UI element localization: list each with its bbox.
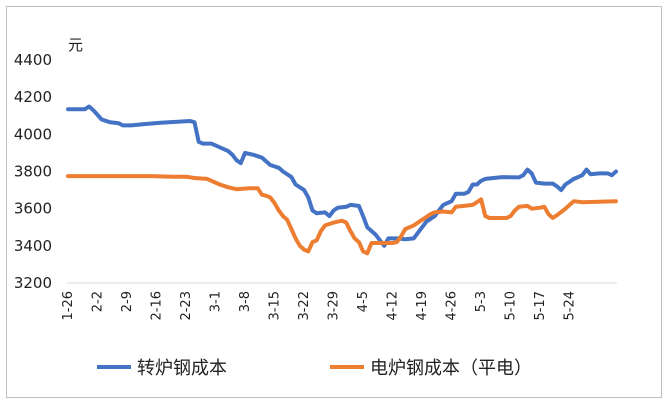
x-tick-label: 5-10 <box>504 291 519 321</box>
x-tick-label: 2-16 <box>150 291 165 321</box>
x-tick-label: 4-26 <box>445 291 460 321</box>
y-tick-label: 4000 <box>14 125 52 143</box>
y-axis: 3200 3400 3600 3800 4000 4200 4400 <box>14 51 52 292</box>
series-line-2 <box>66 174 618 256</box>
x-tick-label: 3-22 <box>297 291 312 321</box>
y-tick-label: 3600 <box>14 200 52 218</box>
y-tick-label: 3200 <box>14 274 52 292</box>
x-tick-label: 4-5 <box>356 291 371 312</box>
y-tick-label: 3400 <box>14 237 52 255</box>
x-tick-label: 1-26 <box>61 291 76 321</box>
x-tick-label: 5-3 <box>474 291 489 312</box>
x-tick-label: 2-9 <box>120 291 135 312</box>
y-axis-unit: 元 <box>68 36 83 54</box>
y-tick-label: 4400 <box>14 51 52 69</box>
x-tick-label: 4-12 <box>386 291 401 321</box>
x-tick-label: 4-19 <box>415 291 430 321</box>
y-tick-label: 4200 <box>14 88 52 106</box>
x-tick-label: 2-23 <box>179 291 194 321</box>
legend-label-1: 转炉钢成本 <box>137 358 227 379</box>
x-tick-label: 3-29 <box>327 291 342 321</box>
series-line-1 <box>66 104 618 248</box>
x-tick-label: 3-8 <box>238 291 253 312</box>
x-tick-label: 3-1 <box>209 291 224 312</box>
x-axis: 1-26 2-2 2-9 2-16 2-23 3-1 3-8 3-15 3-22 3-29 4-5 4… <box>61 291 578 321</box>
x-tick-label: 2-2 <box>91 291 106 312</box>
x-tick-label: 3-15 <box>268 291 283 321</box>
x-tick-label: 5-24 <box>563 291 578 321</box>
series-layer <box>66 104 618 256</box>
chart-frame <box>6 6 662 398</box>
legend-label-2: 电炉钢成本（平电） <box>370 358 532 379</box>
x-tick-label: 5-17 <box>533 291 548 321</box>
y-tick-label: 3800 <box>14 163 52 181</box>
legend: 转炉钢成本 电炉钢成本（平电） <box>97 358 532 379</box>
